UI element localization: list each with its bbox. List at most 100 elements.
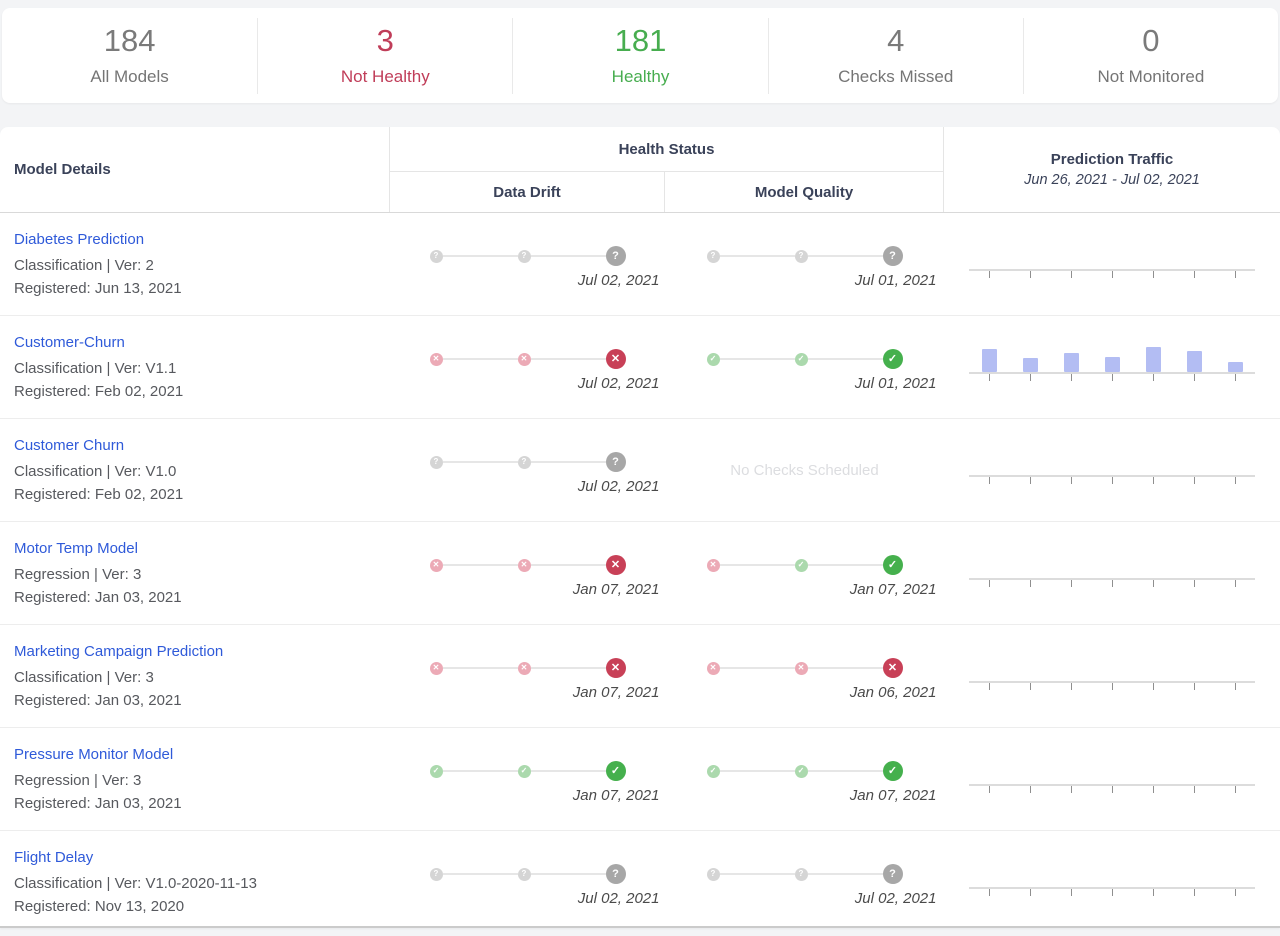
model-row-marketing-campaign-prediction: Marketing Campaign Prediction Classifica… — [0, 625, 1280, 728]
status-timeline: ✕ ✓ ✓ — [706, 555, 903, 575]
timeline-connector — [807, 255, 883, 257]
timeline-connector — [807, 873, 883, 875]
sparkline-tick — [1112, 683, 1113, 690]
model-link[interactable]: Customer-Churn — [14, 334, 125, 351]
status-dot-unknown-icon: ? — [882, 864, 903, 884]
model-meta: Classification | Ver: V1.1 — [14, 360, 177, 377]
model-row-customer-churn-v10: Customer Churn Classification | Ver: V1.… — [0, 419, 1280, 522]
data-drift-status-cell[interactable]: ✕ ✕ ✕ Jan 07, 2021 — [390, 625, 665, 727]
status-timeline: ✓ ✓ ✓ — [706, 761, 903, 781]
model-registered: Registered: Nov 13, 2020 — [14, 898, 185, 915]
status-timeline: ??? — [429, 864, 626, 884]
model-link[interactable]: Marketing Campaign Prediction — [14, 643, 224, 660]
prediction-traffic-cell — [944, 625, 1280, 727]
data-drift-status-cell[interactable]: ??? Jul 02, 2021 — [390, 831, 665, 926]
model-quality-header-label: Model Quality — [754, 183, 854, 201]
traffic-sparkline — [969, 528, 1255, 618]
status-date: Jul 02, 2021 — [854, 890, 937, 907]
prediction-traffic-cell — [944, 831, 1280, 926]
column-header-prediction-traffic: Prediction Traffic Jun 26, 2021 - Jul 02… — [944, 127, 1280, 212]
summary-card-checks-missed[interactable]: 4 Checks Missed — [767, 17, 1023, 94]
model-quality-status-cell[interactable]: ??? Jul 01, 2021 — [665, 213, 944, 315]
model-registered: Registered: Feb 02, 2021 — [14, 486, 184, 503]
status-dot-pass-icon: ✓ — [706, 352, 720, 366]
model-link[interactable]: Pressure Monitor Model — [14, 746, 174, 763]
status-dot-fail-icon: ✕ — [605, 349, 626, 369]
timeline-connector — [719, 358, 795, 360]
sparkline-bar — [1228, 362, 1243, 372]
sparkline-tick — [1112, 374, 1113, 381]
model-row-pressure-monitor-model: Pressure Monitor Model Regression | Ver:… — [0, 728, 1280, 831]
model-details-cell: Diabetes Prediction Classification | Ver… — [0, 213, 390, 315]
timeline-connector — [807, 770, 883, 772]
column-header-model-quality: Model Quality — [665, 172, 943, 212]
data-drift-status-cell[interactable]: ✓ ✓ ✓ Jan 07, 2021 — [390, 728, 665, 830]
sparkline-bar — [982, 349, 997, 372]
sparkline-tick — [1030, 683, 1031, 690]
summary-card-not-healthy[interactable]: 3 Not Healthy — [257, 17, 512, 94]
model-quality-status-cell[interactable]: ??? Jul 02, 2021 — [665, 831, 944, 926]
status-date: Jul 02, 2021 — [577, 478, 660, 495]
status-dot-pass-icon: ✓ — [794, 352, 808, 366]
model-quality-status-cell[interactable]: ✓ ✓ ✓ Jan 07, 2021 — [665, 728, 944, 830]
status-dot-unknown-icon: ? — [794, 249, 808, 263]
model-row-motor-temp-model: Motor Temp Model Regression | Ver: 3 Reg… — [0, 522, 1280, 625]
model-registered: Registered: Jun 13, 2021 — [14, 280, 182, 297]
status-dot-fail-icon: ✕ — [605, 658, 626, 678]
status-timeline: ??? — [429, 246, 626, 266]
not-monitored-count: 0 — [1142, 23, 1160, 58]
prediction-traffic-cell — [944, 728, 1280, 830]
model-quality-status-cell[interactable]: ✕ ✕ ✕ Jan 06, 2021 — [665, 625, 944, 727]
sparkline-tick — [1153, 786, 1154, 793]
not-healthy-label: Not Healthy — [340, 67, 430, 86]
summary-card-healthy[interactable]: 181 Healthy — [512, 17, 767, 94]
timeline-connector — [442, 873, 518, 875]
model-link[interactable]: Diabetes Prediction — [14, 231, 145, 248]
sparkline-tick — [1071, 477, 1072, 484]
model-link[interactable]: Customer Churn — [14, 437, 125, 454]
sparkline-tick — [989, 786, 990, 793]
data-drift-status-cell[interactable]: ??? Jul 02, 2021 — [390, 419, 665, 521]
status-timeline: ??? — [429, 452, 626, 472]
status-dot-unknown-icon: ? — [605, 246, 626, 266]
sparkline-tick — [1071, 580, 1072, 587]
model-quality-status-cell: No Checks Scheduled — [665, 419, 944, 521]
prediction-traffic-cell — [944, 316, 1280, 418]
status-dot-pass-icon: ✓ — [605, 761, 626, 781]
sparkline-tick — [1235, 374, 1236, 381]
model-details-cell: Flight Delay Classification | Ver: V1.0-… — [0, 831, 390, 926]
prediction-traffic-cell — [944, 213, 1280, 315]
model-quality-status-cell[interactable]: ✕ ✓ ✓ Jan 07, 2021 — [665, 522, 944, 624]
data-drift-status-cell[interactable]: ✕ ✕ ✕ Jul 02, 2021 — [390, 316, 665, 418]
data-drift-status-cell[interactable]: ??? Jul 02, 2021 — [390, 213, 665, 315]
model-row-diabetes-prediction: Diabetes Prediction Classification | Ver… — [0, 213, 1280, 316]
model-row-customer-churn-v11: Customer-Churn Classification | Ver: V1.… — [0, 316, 1280, 419]
sparkline-bar — [1105, 357, 1120, 372]
status-dot-unknown-icon: ? — [429, 455, 443, 469]
prediction-traffic-date-range: Jun 26, 2021 - Jul 02, 2021 — [1024, 172, 1200, 188]
summary-card-all-models[interactable]: 184 All Models — [2, 18, 257, 94]
timeline-connector — [530, 255, 606, 257]
model-quality-status-cell[interactable]: ✓ ✓ ✓ Jul 01, 2021 — [665, 316, 944, 418]
status-dot-fail-icon: ✕ — [429, 352, 443, 366]
model-registered: Registered: Jan 03, 2021 — [14, 795, 182, 812]
sparkline-tick — [1030, 786, 1031, 793]
sparkline-tick — [989, 374, 990, 381]
data-drift-status-cell[interactable]: ✕ ✕ ✕ Jan 07, 2021 — [390, 522, 665, 624]
sparkline-tick — [1112, 271, 1113, 278]
sparkline-tick — [1030, 889, 1031, 896]
summary-card-not-monitored[interactable]: 0 Not Monitored — [1022, 17, 1278, 94]
model-details-cell: Motor Temp Model Regression | Ver: 3 Reg… — [0, 522, 390, 624]
health-status-header: Health Status — [390, 127, 943, 172]
model-link[interactable]: Flight Delay — [14, 849, 94, 866]
sparkline-tick — [1071, 683, 1072, 690]
sparkline-bar — [1064, 353, 1079, 372]
models-table: Model Details Health Status Data Drift M… — [0, 127, 1280, 928]
sparkline-tick — [1235, 477, 1236, 484]
status-dot-fail-icon: ✕ — [794, 661, 808, 675]
sparkline-tick — [1030, 374, 1031, 381]
sparkline-tick — [1153, 374, 1154, 381]
model-details-cell: Marketing Campaign Prediction Classifica… — [0, 625, 390, 727]
checks-missed-count: 4 — [887, 23, 905, 58]
model-link[interactable]: Motor Temp Model — [14, 540, 138, 557]
